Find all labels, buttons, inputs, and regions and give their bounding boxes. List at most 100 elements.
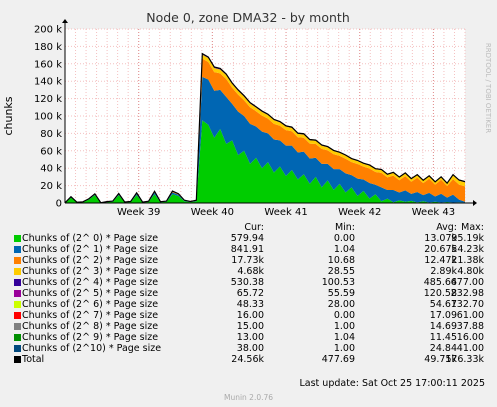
legend-value-min: 1.04 (333, 332, 355, 343)
y-tick-label: 120 k (34, 94, 62, 105)
legend-value-max: 54.23k (451, 244, 484, 255)
legend-value-min: 1.04 (333, 244, 355, 255)
legend-value-cur: 13.00 (236, 332, 264, 343)
legend-row: Chunks of (2^ 0) * Page size 579.94 0.00 13… (0, 233, 497, 244)
legend-label: Chunks of (2^10) * Page size (22, 343, 162, 354)
y-tick-label: 80 k (40, 129, 62, 140)
x-tick-label: Week 42 (338, 207, 381, 218)
legend-value-cur: 48.33 (236, 299, 264, 310)
legend-value-max: 95.19k (451, 233, 484, 244)
y-axis-arrow-icon (62, 19, 68, 23)
y-tick-label: 0 (56, 199, 62, 210)
legend-swatch (14, 323, 21, 330)
series-area (65, 120, 465, 203)
legend-value-avg: 20.67k (424, 244, 457, 255)
x-axis-arrow-icon (473, 200, 477, 206)
legend-value-min: 55.59 (327, 288, 355, 299)
legend-row: Total 24.56k 477.69 49.75k 176.33k (0, 354, 497, 365)
legend-value-cur: 4.68k (237, 266, 264, 277)
legend-value-avg: 12.47k (424, 255, 457, 266)
chart-title: Node 0, zone DMA32 - by month (146, 10, 350, 25)
series-area (65, 76, 465, 203)
legend-value-cur: 38.00 (236, 343, 264, 354)
legend-swatch (14, 356, 21, 363)
y-tick-label: 160 k (34, 59, 62, 70)
legend-value-min: 0.00 (333, 233, 355, 244)
legend-value-max: 37.88 (456, 321, 484, 332)
legend-value-avg: 13.07k (424, 233, 457, 244)
legend-header-avg: Avg: (436, 222, 457, 233)
legend-label: Total (22, 354, 45, 365)
legend-value-avg: 11.45 (429, 332, 457, 343)
legend-value-min: 28.55 (327, 266, 355, 277)
legend-label: Chunks of (2^ 3) * Page size (22, 266, 159, 277)
legend-value-max: 21.38k (451, 255, 484, 266)
legend-value-max: 132.70 (450, 299, 484, 310)
y-tick-label: 40 k (40, 164, 62, 175)
series-area (65, 58, 465, 203)
legend-header-min: Min: (334, 222, 355, 233)
legend-value-max: 232.98 (450, 288, 484, 299)
legend-value-avg: 120.58 (423, 288, 457, 299)
legend-value-avg: 54.67 (429, 299, 457, 310)
y-tick-label: 200 k (34, 25, 62, 36)
legend-value-min: 1.00 (333, 321, 355, 332)
stacked-areas (65, 53, 465, 203)
y-tick-label: 140 k (34, 77, 62, 88)
legend-swatch (14, 312, 21, 319)
legend-value-max: 16.00 (456, 332, 484, 343)
legend-value-cur: 579.94 (230, 233, 264, 244)
legend-value-min: 10.68 (327, 255, 355, 266)
legend-row: Chunks of (2^ 5) * Page size 65.72 55.59 12… (0, 288, 497, 299)
legend-value-avg: 49.75k (424, 354, 457, 365)
legend-swatch (14, 345, 21, 352)
legend-swatch (14, 246, 21, 253)
legend-row: Chunks of (2^ 4) * Page size 530.38 100.53… (0, 277, 497, 288)
x-tick-label: Week 39 (117, 207, 160, 218)
legend-value-max: 677.00 (450, 277, 484, 288)
legend-value-min: 100.53 (321, 277, 355, 288)
legend-value-avg: 2.89k (430, 266, 457, 277)
legend-value-max: 4.80k (457, 266, 484, 277)
x-tick-label: Week 40 (191, 207, 234, 218)
legend-label: Chunks of (2^ 5) * Page size (22, 288, 159, 299)
legend-swatch (14, 268, 21, 275)
footer-version: Munin 2.0.76 (223, 393, 274, 402)
legend-value-cur: 24.56k (231, 354, 264, 365)
legend-row: Chunks of (2^ 7) * Page size 16.00 0.00 17.… (0, 310, 497, 321)
y-tick-label: 100 k (34, 112, 62, 123)
legend-value-avg: 485.64 (423, 277, 457, 288)
legend-swatch (14, 290, 21, 297)
legend-value-cur: 17.73k (231, 255, 264, 266)
watermark: RRDTOOL / TOBI OETIKER (484, 43, 492, 133)
legend-label: Chunks of (2^ 7) * Page size (22, 310, 159, 321)
legend-value-min: 477.69 (321, 354, 355, 365)
legend-value-max: 61.00 (456, 310, 484, 321)
legend-label: Chunks of (2^ 6) * Page size (22, 299, 159, 310)
legend-swatch (14, 301, 21, 308)
legend-value-cur: 65.72 (236, 288, 264, 299)
legend-row: Chunks of (2^ 9) * Page size 13.00 1.04 11.… (0, 332, 497, 343)
legend-swatch (14, 235, 21, 242)
legend-header-cur: Cur: (244, 222, 264, 233)
legend-value-max: 41.00 (456, 343, 484, 354)
x-tick-label: Week 41 (264, 207, 307, 218)
last-update: Last update: Sat Oct 25 17:00:11 2025 (299, 378, 485, 389)
legend-label: Chunks of (2^ 8) * Page size (22, 321, 159, 332)
legend-swatch (14, 257, 21, 264)
y-tick-label: 180 k (34, 42, 62, 53)
x-tick-label: Week 43 (412, 207, 455, 218)
legend-swatch (14, 334, 21, 341)
legend-row: Chunks of (2^ 2) * Page size 17.73k 10.68 1… (0, 255, 497, 266)
legend-value-avg: 17.09 (429, 310, 457, 321)
legend-value-min: 1.00 (333, 343, 355, 354)
legend-value-cur: 15.00 (236, 321, 264, 332)
legend-row: Chunks of (2^ 6) * Page size 48.33 28.00 54… (0, 299, 497, 310)
legend-value-max: 176.33k (445, 354, 484, 365)
legend-label: Chunks of (2^ 2) * Page size (22, 255, 159, 266)
legend-row: Chunks of (2^10) * Page size 38.00 1.00 24.… (0, 343, 497, 354)
total-line (64, 52, 466, 204)
legend-value-min: 0.00 (333, 310, 355, 321)
legend-label: Chunks of (2^ 1) * Page size (22, 244, 159, 255)
